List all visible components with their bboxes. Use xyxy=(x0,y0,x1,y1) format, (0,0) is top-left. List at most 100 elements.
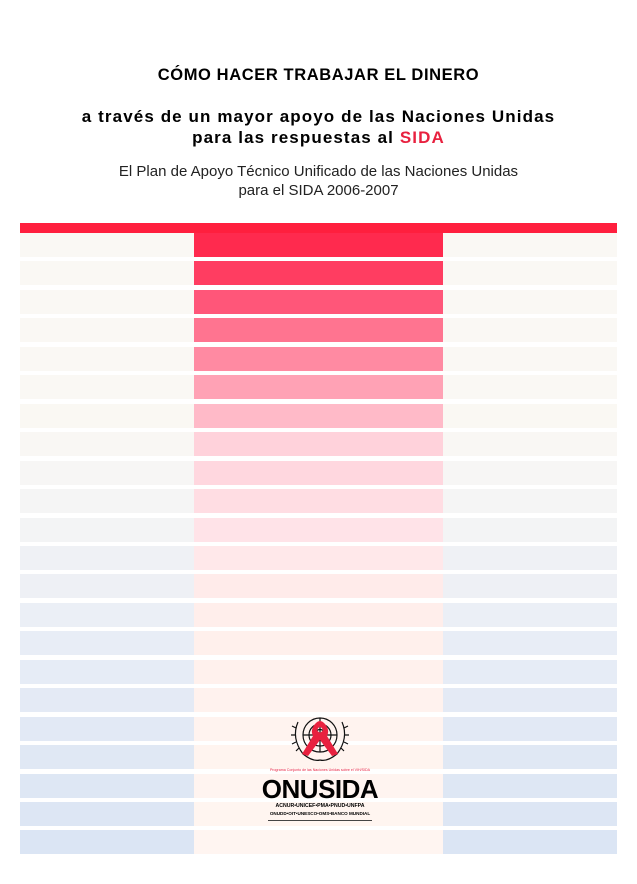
band-center xyxy=(194,631,443,655)
color-band-row xyxy=(20,233,617,257)
logo-agencies-line-1: ACNUR•UNICEF•PMA•PNUD•UNFPA xyxy=(275,803,365,809)
band-center xyxy=(194,290,443,314)
logo-rule xyxy=(268,820,372,821)
band-right xyxy=(443,318,617,342)
band-right xyxy=(443,574,617,598)
band-center xyxy=(194,830,443,854)
plan-line-2: para el SIDA 2006-2007 xyxy=(238,182,399,199)
band-center xyxy=(194,774,443,798)
color-band-row xyxy=(20,774,617,798)
band-left xyxy=(20,404,194,428)
band-left xyxy=(20,660,194,684)
band-right xyxy=(443,603,617,627)
color-band-row xyxy=(20,745,617,769)
band-left xyxy=(20,461,194,485)
logo-name: ONUSIDA xyxy=(261,774,379,804)
band-right xyxy=(443,261,617,285)
band-center xyxy=(194,233,443,257)
band-center xyxy=(194,802,443,826)
subtitle-line-1: a través de un mayor apoyo de las Nacion… xyxy=(81,107,556,126)
band-center xyxy=(194,432,443,456)
band-right xyxy=(443,802,617,826)
color-band-row xyxy=(20,489,617,513)
un-emblem-red-ribbon-icon xyxy=(291,717,349,761)
band-center xyxy=(194,660,443,684)
color-band-row xyxy=(20,717,617,741)
color-band-row xyxy=(20,518,617,542)
band-left xyxy=(20,489,194,513)
color-band-row xyxy=(20,688,617,712)
band-right xyxy=(443,830,617,854)
band-left xyxy=(20,546,194,570)
band-right xyxy=(443,546,617,570)
band-center xyxy=(194,318,443,342)
band-left xyxy=(20,518,194,542)
band-center xyxy=(194,546,443,570)
band-left xyxy=(20,261,194,285)
color-band-row xyxy=(20,603,617,627)
color-band-row xyxy=(20,318,617,342)
band-right xyxy=(443,717,617,741)
red-top-bar xyxy=(20,223,617,233)
color-band-row xyxy=(20,802,617,826)
band-center xyxy=(194,518,443,542)
subtitle-line-2: para las respuestas al SIDA xyxy=(0,127,637,148)
band-center xyxy=(194,375,443,399)
band-right xyxy=(443,290,617,314)
band-center xyxy=(194,603,443,627)
band-center xyxy=(194,574,443,598)
band-left xyxy=(20,631,194,655)
color-band-row xyxy=(20,347,617,371)
logo-agencies-line-2: ONUDD•OIT•UNESCO•OMS•BANCO MUNDIAL xyxy=(269,811,371,816)
color-band-row xyxy=(20,574,617,598)
band-left xyxy=(20,290,194,314)
color-band-row xyxy=(20,375,617,399)
color-band-row xyxy=(20,404,617,428)
band-center xyxy=(194,688,443,712)
color-band-row xyxy=(20,432,617,456)
band-center xyxy=(194,404,443,428)
plan-line-1: El Plan de Apoyo Técnico Unificado de la… xyxy=(118,163,519,180)
band-left xyxy=(20,717,194,741)
band-right xyxy=(443,774,617,798)
band-right xyxy=(443,518,617,542)
band-center xyxy=(194,261,443,285)
band-left xyxy=(20,688,194,712)
plan-description: El Plan de Apoyo Técnico Unificado de la… xyxy=(0,162,637,200)
document-subtitle: a través de un mayor apoyo de las Nacion… xyxy=(0,106,637,148)
color-band-row xyxy=(20,830,617,854)
band-left xyxy=(20,233,194,257)
band-right xyxy=(443,631,617,655)
band-right xyxy=(443,233,617,257)
band-left xyxy=(20,802,194,826)
band-right xyxy=(443,404,617,428)
band-left xyxy=(20,774,194,798)
band-center xyxy=(194,461,443,485)
band-right xyxy=(443,347,617,371)
band-left xyxy=(20,318,194,342)
color-band-row xyxy=(20,546,617,570)
band-left xyxy=(20,347,194,371)
color-band-row xyxy=(20,290,617,314)
onusida-logo: Programa Conjunto de las Naciones Unidas… xyxy=(258,708,382,824)
band-right xyxy=(443,375,617,399)
band-right xyxy=(443,745,617,769)
band-right xyxy=(443,489,617,513)
band-right xyxy=(443,688,617,712)
color-band-row xyxy=(20,631,617,655)
band-center xyxy=(194,347,443,371)
subtitle-line-2-prefix: para las respuestas al xyxy=(192,128,400,147)
logo-caption: Programa Conjunto de las Naciones Unidas… xyxy=(269,768,371,772)
color-band-row xyxy=(20,261,617,285)
band-center xyxy=(194,745,443,769)
band-right xyxy=(443,461,617,485)
band-left xyxy=(20,574,194,598)
band-left xyxy=(20,830,194,854)
document-title: CÓMO HACER TRABAJAR EL DINERO xyxy=(157,66,480,84)
band-center xyxy=(194,489,443,513)
color-band-row xyxy=(20,461,617,485)
sida-highlight: SIDA xyxy=(399,128,445,147)
band-left xyxy=(20,603,194,627)
color-band-row xyxy=(20,660,617,684)
band-left xyxy=(20,432,194,456)
